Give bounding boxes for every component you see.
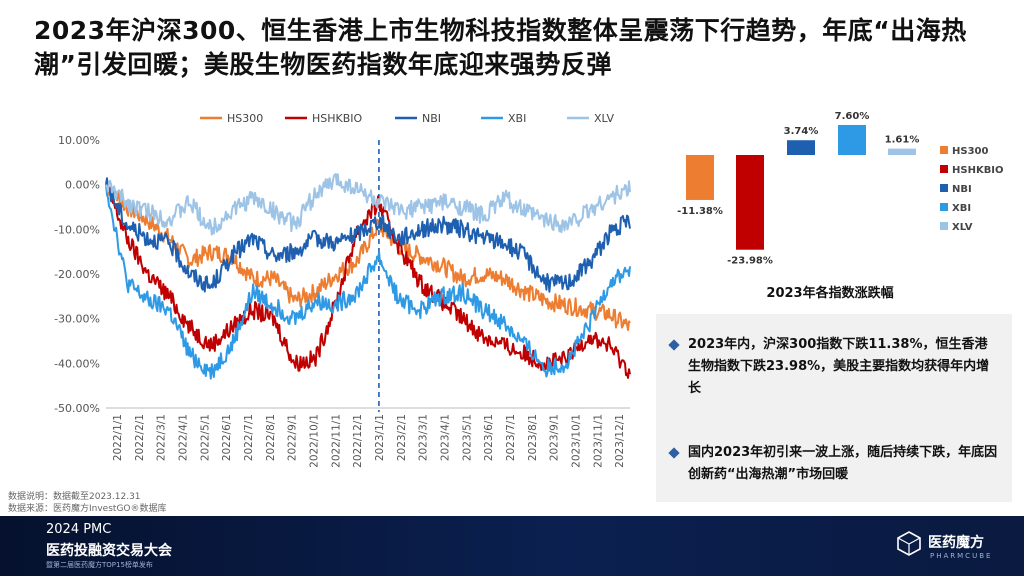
data-source: 数据来源：医药魔方InvestGO®数据库: [8, 504, 167, 514]
legend-label-hs300: HS300: [227, 112, 263, 125]
series-line-xlv: [105, 173, 631, 236]
bar-value-label: -11.38%: [677, 206, 723, 217]
y-tick-label: -20.00%: [54, 268, 100, 281]
x-tick-label: 2023/12/1: [614, 414, 626, 468]
legend-swatch-xbi: [940, 203, 948, 211]
data-notes: 数据说明：数据截至2023.12.31 数据来源：医药魔方InvestGO®数据…: [8, 491, 167, 515]
legend-label-nbi: NBI: [422, 112, 441, 125]
summary-bullet-2: 国内2023年初引来一波上涨，随后持续下跌，年底因创新药“出海热潮”市场回暖: [668, 442, 1000, 486]
bar-value-label: 3.74%: [784, 126, 819, 137]
legend-swatch-hshkbio: [940, 165, 948, 173]
series-line-nbi: [105, 177, 631, 293]
index-trend-line-chart: 10.00% 0.00% -10.00% -20.00% -30.00% -40.00% -…: [54, 112, 631, 468]
summary-bullet-text: 2023年内，沪深300指数下跌11.38%，恒生香港生物指数下跌23.98%，…: [688, 337, 990, 396]
legend-label-xbi: XBI: [952, 203, 971, 214]
legend-label-hshkbio: HSHKBIO: [952, 165, 1004, 176]
x-tick-label: 2022/2/1: [134, 414, 146, 461]
footer-banner: 2024 PMC 医药投融资交易大会 暨第二届医药魔方TOP15榜单发布 医药魔…: [0, 516, 1024, 576]
data-note: 数据说明：数据截至2023.12.31: [8, 492, 141, 502]
bar-xbi: [838, 124, 866, 155]
y-tick-label: -40.00%: [54, 357, 100, 370]
legend-label-xbi: XBI: [508, 112, 526, 125]
page-title: 2023年沪深300、恒生香港上市生物科技指数整体呈震荡下行趋势，年底“出海热潮…: [34, 16, 967, 79]
y-tick-label: 10.00%: [58, 134, 100, 147]
legend-label-xlv: XLV: [594, 112, 614, 125]
legend-label-hs300: HS300: [952, 146, 988, 157]
bar-chart-title: 2023年各指数涨跌幅: [766, 286, 894, 301]
summary-bullet-text: 国内2023年初引来一波上涨，随后持续下跌，年底因创新药“出海热潮”市场回暖: [688, 445, 998, 482]
x-tick-label: 2023/3/1: [418, 414, 430, 461]
x-tick-label: 2023/7/1: [505, 414, 517, 461]
bar-value-label: 7.60%: [835, 111, 870, 122]
legend-swatch-hs300: [940, 146, 948, 154]
legend-label-nbi: NBI: [952, 184, 972, 195]
annual-change-bar-chart: -11.38% -23.98% 3.74% 7.60% 1.61% HS300 HSHKBI…: [677, 111, 1004, 267]
x-tick-label: 2023/1/1: [374, 414, 386, 461]
x-tick-label: 2022/10/1: [308, 414, 320, 468]
y-tick-label: -30.00%: [54, 313, 100, 326]
bar-nbi: [787, 140, 815, 155]
bar-value-label: 1.61%: [885, 135, 920, 146]
event-year: 2024 PMC: [46, 522, 112, 537]
x-tick-label: 2022/7/1: [243, 414, 255, 461]
x-tick-label: 2022/4/1: [177, 414, 189, 461]
y-tick-label: -50.00%: [54, 402, 100, 415]
x-tick-label: 2022/11/1: [330, 414, 342, 468]
y-tick-label: -10.00%: [54, 223, 100, 236]
bar-hs300: [686, 155, 714, 200]
series-line-hs300: [105, 184, 631, 331]
legend-swatch-xlv: [940, 222, 948, 230]
summary-bullet-1: 2023年内，沪深300指数下跌11.38%，恒生香港生物指数下跌23.98%，…: [668, 334, 1000, 400]
brand-name-en: PHARMCUBE: [930, 552, 993, 560]
x-tick-label: 2022/3/1: [156, 414, 168, 461]
bar-xlv: [888, 148, 916, 155]
x-tick-label: 2022/5/1: [199, 414, 211, 461]
bar-hshkbio: [736, 155, 764, 250]
x-tick-label: 2023/11/1: [592, 414, 604, 468]
x-tick-label: 2023/2/1: [396, 414, 408, 461]
summary-panel: 2023年内，沪深300指数下跌11.38%，恒生香港生物指数下跌23.98%，…: [656, 314, 1012, 502]
x-tick-label: 2022/9/1: [287, 414, 299, 461]
brand-name: 医药魔方: [928, 535, 984, 551]
event-subtitle: 暨第二届医药魔方TOP15榜单发布: [46, 561, 153, 569]
x-tick-label: 2022/6/1: [221, 414, 233, 461]
x-tick-label: 2023/6/1: [483, 414, 495, 461]
x-tick-label: 2023/9/1: [549, 414, 561, 461]
y-tick-label: 0.00%: [65, 179, 100, 192]
bar-value-label: -23.98%: [727, 256, 773, 267]
x-tick-label: 2022/8/1: [265, 414, 277, 461]
x-tick-label: 2023/8/1: [527, 414, 539, 461]
legend-swatch-nbi: [940, 184, 948, 192]
x-tick-label: 2023/5/1: [461, 414, 473, 461]
x-tick-label: 2022/1/1: [112, 414, 124, 461]
legend-label-hshkbio: HSHKBIO: [312, 112, 363, 125]
series-line-xbi: [105, 184, 631, 380]
event-name: 医药投融资交易大会: [46, 543, 172, 559]
legend-label-xlv: XLV: [952, 222, 973, 233]
x-tick-label: 2022/12/1: [352, 414, 364, 468]
x-tick-label: 2023/10/1: [570, 414, 582, 468]
x-tick-label: 2023/4/1: [439, 414, 451, 461]
cube-logo-icon: [897, 531, 921, 556]
